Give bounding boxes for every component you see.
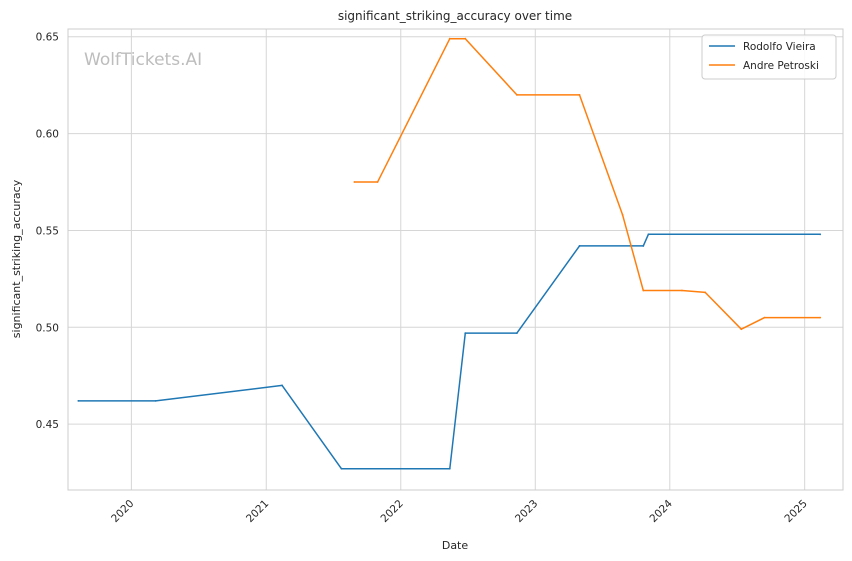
data-point-series-1 [515, 332, 518, 335]
data-point-series-1 [642, 245, 645, 247]
plot-frame [67, 28, 844, 491]
data-point-series-2 [515, 93, 518, 96]
data-point-series-1 [819, 233, 822, 236]
y-tick-label: 0.45 [36, 419, 59, 431]
y-tick-label: 0.60 [36, 129, 59, 141]
data-point-series-1 [448, 467, 451, 470]
data-point-series-2 [578, 93, 581, 96]
legend: Rodolfo Vieira Andre Petroski [701, 34, 837, 80]
data-point-series-1 [340, 467, 343, 470]
y-tick-label: 0.65 [36, 32, 59, 44]
data-point-series-2 [376, 181, 379, 183]
data-point-series-2 [464, 37, 467, 40]
x-axis-label: Date [442, 539, 469, 552]
y-tick-label: 0.55 [36, 225, 59, 237]
legend-label-series-1: Rodolfo Vieira [743, 41, 816, 53]
data-point-series-1 [647, 233, 650, 236]
data-point-series-2 [642, 289, 645, 292]
data-point-series-2 [819, 316, 822, 319]
data-point-series-2 [448, 37, 451, 40]
grid-lines [68, 29, 843, 490]
data-point-series-1 [77, 399, 80, 402]
data-point-series-2 [621, 214, 624, 216]
y-tick-label: 0.50 [36, 322, 59, 334]
y-axis-label: significant_striking_accuracy [10, 179, 23, 338]
data-point-series-2 [704, 291, 707, 294]
data-point-series-1 [281, 384, 284, 387]
data-point-series-2 [763, 316, 766, 319]
data-point-series-2 [681, 289, 683, 292]
data-point-series-2 [353, 181, 356, 183]
legend-label-series-2: Andre Petroski [743, 60, 819, 72]
data-point-series-1 [464, 332, 467, 335]
data-point-series-1 [578, 245, 581, 247]
legend-box [701, 34, 837, 80]
watermark-text: WolfTickets.AI [84, 50, 202, 70]
series-lines [77, 37, 822, 470]
data-point-series-1 [154, 399, 157, 402]
data-point-series-2 [740, 328, 743, 331]
chart-title: significant_striking_accuracy over time [338, 9, 572, 23]
